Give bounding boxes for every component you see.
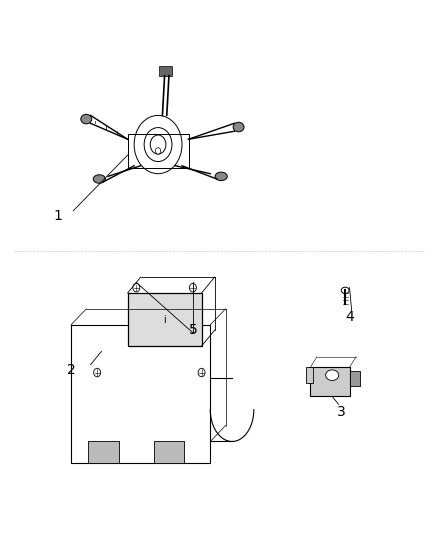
FancyBboxPatch shape: [127, 293, 201, 346]
Circle shape: [198, 368, 205, 377]
Circle shape: [189, 284, 196, 292]
Circle shape: [94, 368, 101, 377]
Text: i: i: [163, 314, 166, 325]
Ellipse shape: [93, 175, 106, 183]
Circle shape: [133, 284, 140, 292]
FancyBboxPatch shape: [88, 441, 119, 463]
Circle shape: [155, 148, 161, 154]
Ellipse shape: [215, 172, 227, 181]
Text: 2: 2: [67, 363, 75, 377]
Ellipse shape: [341, 287, 349, 294]
FancyBboxPatch shape: [306, 367, 313, 383]
Text: 3: 3: [336, 405, 345, 419]
Ellipse shape: [81, 114, 92, 124]
FancyBboxPatch shape: [159, 66, 172, 76]
FancyBboxPatch shape: [350, 371, 360, 386]
Text: 4: 4: [345, 310, 354, 324]
FancyBboxPatch shape: [154, 441, 184, 463]
Text: 5: 5: [188, 323, 197, 337]
Text: 1: 1: [53, 209, 62, 223]
FancyBboxPatch shape: [311, 367, 350, 397]
Ellipse shape: [233, 122, 244, 132]
Ellipse shape: [325, 370, 339, 381]
